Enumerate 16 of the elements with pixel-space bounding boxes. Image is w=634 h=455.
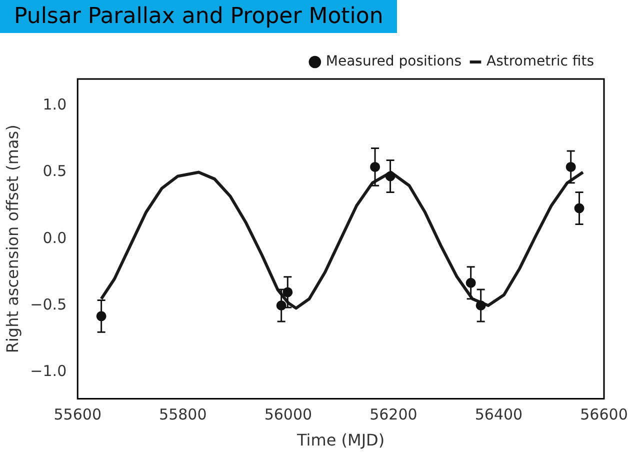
chart-title: Pulsar Parallax and Proper Motion bbox=[0, 0, 398, 33]
legend-label: Astrometric fits bbox=[486, 54, 594, 70]
x-tick-label: 56400 bbox=[474, 406, 523, 424]
y-tick-label: 1.0 bbox=[42, 96, 67, 114]
x-tick-label: 55600 bbox=[54, 406, 102, 424]
y-tick-label: −0.5 bbox=[30, 295, 67, 314]
y-axis-title: Right ascension offset (mas) bbox=[2, 124, 22, 354]
y-tick-label: 0.5 bbox=[42, 162, 67, 180]
x-tick-label: 56000 bbox=[264, 406, 312, 424]
x-axis-title: Time (MJD) bbox=[296, 430, 385, 450]
legend-label: Measured positions bbox=[326, 54, 462, 70]
x-tick-label: 56600 bbox=[580, 406, 628, 424]
y-tick-label: 0.0 bbox=[42, 228, 67, 247]
y-tick-label: −1.0 bbox=[30, 362, 67, 380]
x-tick-label: 56200 bbox=[370, 406, 418, 424]
x-tick-label: 55800 bbox=[159, 406, 207, 424]
